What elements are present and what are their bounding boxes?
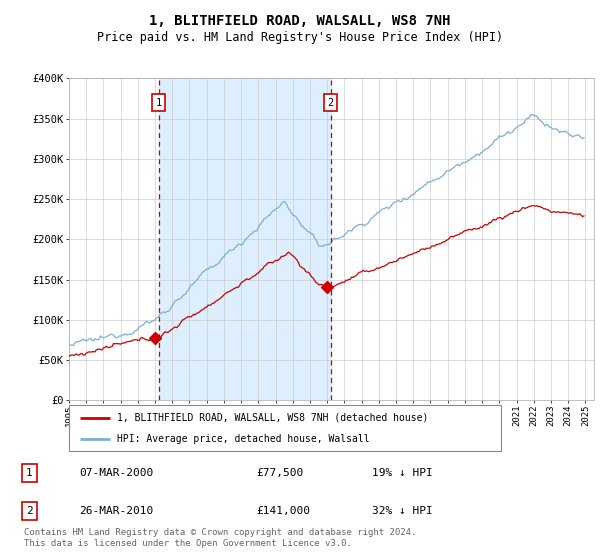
Text: 2: 2 (26, 506, 33, 516)
Text: Contains HM Land Registry data © Crown copyright and database right 2024.
This d: Contains HM Land Registry data © Crown c… (24, 528, 416, 548)
Text: Price paid vs. HM Land Registry's House Price Index (HPI): Price paid vs. HM Land Registry's House … (97, 31, 503, 44)
Text: 32% ↓ HPI: 32% ↓ HPI (372, 506, 433, 516)
Text: 1: 1 (155, 97, 161, 108)
FancyBboxPatch shape (69, 405, 501, 451)
Bar (158, 78, 331, 400)
Text: 1: 1 (26, 468, 33, 478)
Text: 1, BLITHFIELD ROAD, WALSALL, WS8 7NH (detached house): 1, BLITHFIELD ROAD, WALSALL, WS8 7NH (de… (116, 413, 428, 423)
Text: £141,000: £141,000 (256, 506, 310, 516)
Text: 26-MAR-2010: 26-MAR-2010 (79, 506, 154, 516)
Text: £77,500: £77,500 (256, 468, 303, 478)
Text: 19% ↓ HPI: 19% ↓ HPI (372, 468, 433, 478)
Text: 07-MAR-2000: 07-MAR-2000 (79, 468, 154, 478)
Text: 1, BLITHFIELD ROAD, WALSALL, WS8 7NH: 1, BLITHFIELD ROAD, WALSALL, WS8 7NH (149, 14, 451, 28)
Text: 2: 2 (328, 97, 334, 108)
Text: HPI: Average price, detached house, Walsall: HPI: Average price, detached house, Wals… (116, 435, 369, 444)
